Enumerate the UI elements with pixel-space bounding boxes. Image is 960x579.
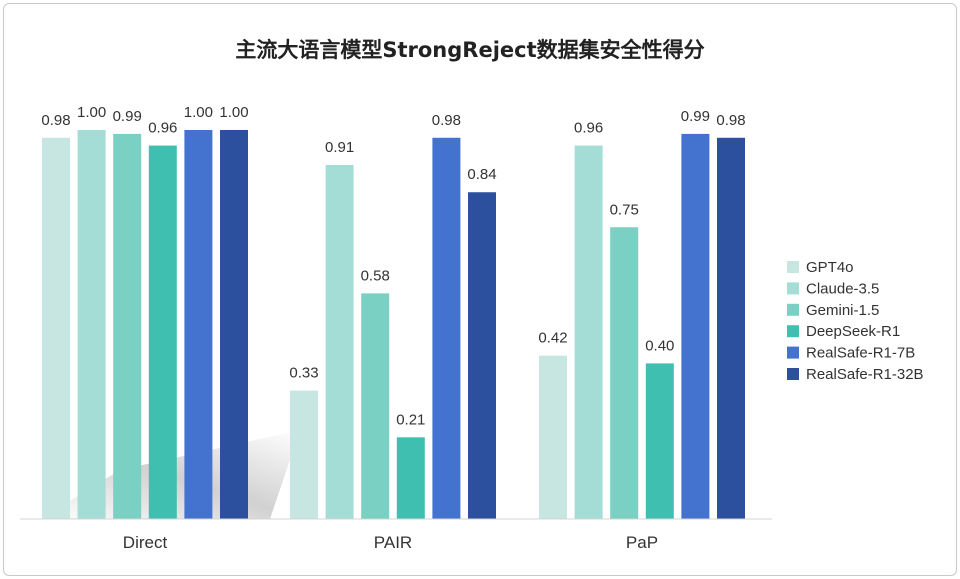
x-tick-label: PaP [626,533,658,552]
value-label: 0.98 [41,112,70,129]
legend-swatch [787,325,799,338]
value-label: 1.00 [184,104,213,121]
x-tick-label: PAIR [374,533,412,552]
legend-swatch [787,368,799,380]
bar-pair-gpt4o [290,390,318,519]
value-label: 0.33 [289,365,318,382]
value-label: 0.99 [681,108,710,125]
bar-pap-realsafe-r1-7b [681,133,710,519]
bar-direct-gpt4o [42,137,70,519]
value-label: 1.00 [219,104,248,121]
bar-pap-realsafe-r1-32b [717,137,745,519]
bar-direct-realsafe-r1-32b [220,130,248,519]
value-label: 0.58 [361,267,390,284]
legend-label: RealSafe-R1-7B [806,345,915,362]
legend-item: DeepSeek-R1 [787,323,900,340]
bar-direct-deepseek-r1 [148,145,177,519]
bar-pair-deepseek-r1 [396,437,425,519]
legend-item: RealSafe-R1-7B [787,345,915,362]
legend-label: DeepSeek-R1 [806,323,900,340]
value-label: 0.98 [432,112,461,129]
value-label: 0.91 [325,139,354,156]
bar-pair-claude-3.5 [325,165,354,519]
bar-pap-claude-3.5 [574,145,603,519]
bar-pap-gpt4o [539,355,567,519]
bar-pap-gemini-1.5 [610,227,639,519]
legend-swatch [787,346,799,359]
legend-swatch [787,282,799,295]
bar-direct-gemini-1.5 [113,133,142,519]
value-label: 0.96 [148,120,177,137]
value-label: 0.98 [716,112,745,129]
bar-direct-claude-3.5 [77,130,106,519]
value-label: 0.99 [113,108,142,125]
bar-pap-deepseek-r1 [645,363,674,519]
bar-pair-realsafe-r1-7b [432,137,461,519]
legend-item: RealSafe-R1-32B [787,366,924,383]
bar-pair-realsafe-r1-32b [468,192,496,520]
value-label: 0.42 [538,330,567,347]
legend-swatch [787,303,799,316]
value-label: 0.96 [574,120,603,137]
category-labels: Direct PAIR PaP [123,533,658,552]
legend-swatch [787,261,799,273]
value-label: 1.00 [77,104,106,121]
legend-item: Gemini-1.5 [787,302,879,319]
legend-label: Claude-3.5 [806,280,879,297]
value-labels: 0.98 1.00 0.99 0.96 1.00 1.00 0.33 0.91 0.58 0.21… [41,104,745,428]
bar-pair-gemini-1.5 [361,293,390,519]
legend-item: GPT4o [787,259,854,276]
bars-layer [42,130,745,520]
value-label: 0.21 [396,411,425,428]
legend-item: Claude-3.5 [787,280,879,297]
legend-label: GPT4o [806,259,854,276]
value-label: 0.75 [610,201,639,218]
bar-direct-realsafe-r1-7b [184,130,213,519]
value-label: 0.40 [645,337,674,354]
legend: GPT4o Claude-3.5 Gemini-1.5 DeepSeek-R1 Real… [787,259,924,383]
legend-label: Gemini-1.5 [806,302,879,319]
value-label: 0.84 [467,166,496,183]
x-tick-label: Direct [123,533,168,552]
legend-label: RealSafe-R1-32B [806,366,924,383]
chart-title: 主流大语言模型StrongReject数据集安全性得分 [235,38,704,62]
